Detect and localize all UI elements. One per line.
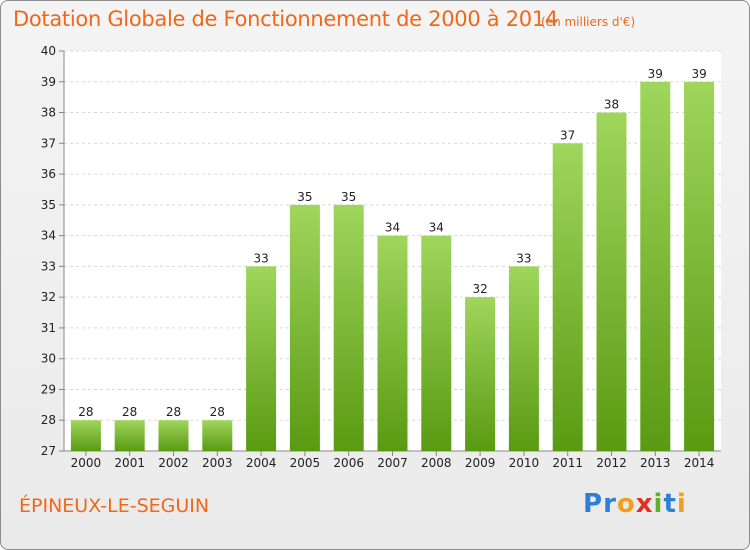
logo-letter: i [653,489,664,519]
bar-value-label: 35 [341,190,356,204]
logo-letter: r [603,489,617,519]
bar [596,112,627,452]
x-tick-label: 2013 [640,456,671,470]
chart-subtitle: (en milliers d'€) [541,15,636,29]
bar [114,420,145,451]
logo-letter: o [616,489,636,519]
x-tick-label: 2005 [290,456,321,470]
bar [377,235,408,451]
bar [421,235,452,451]
x-tick-label: 2002 [158,456,189,470]
bar [158,420,189,451]
y-tick-label: 36 [41,167,56,181]
y-tick-label: 37 [41,136,56,150]
bar-value-label: 28 [122,405,137,419]
x-tick-label: 2011 [552,456,583,470]
y-tick-label: 30 [41,352,56,366]
commune-name: ÉPINEUX-LE-SEGUIN [19,495,210,517]
bar [684,81,715,452]
bar-value-label: 39 [648,67,663,81]
y-tick-label: 33 [41,259,56,273]
bar-value-label: 28 [166,405,181,419]
x-tick-label: 2012 [596,456,627,470]
x-tick-label: 2003 [202,456,233,470]
bar-value-label: 33 [253,251,268,265]
bar [508,266,539,451]
logo-letter: i [676,489,687,519]
bar-value-label: 34 [429,221,444,235]
y-tick-label: 35 [41,198,56,212]
x-tick-label: 2007 [377,456,408,470]
y-tick-label: 31 [41,321,56,335]
y-tick-label: 40 [41,44,56,58]
y-tick-label: 28 [41,413,56,427]
bar [640,81,671,452]
bar-value-label: 37 [560,128,575,142]
y-tick-label: 29 [41,382,56,396]
y-tick-label: 38 [41,106,56,120]
x-tick-label: 2006 [333,456,364,470]
bar [465,297,496,451]
logo-letter: x [635,489,654,519]
x-tick-label: 2014 [684,456,715,470]
y-tick-label: 34 [41,229,56,243]
bar-value-label: 28 [210,405,225,419]
bar-value-label: 33 [516,251,531,265]
x-tick-label: 2009 [465,456,496,470]
bar [333,204,364,451]
chart-title: Dotation Globale de Fonctionnement de 20… [13,7,558,31]
bar-value-label: 34 [385,221,400,235]
y-tick-label: 27 [41,444,56,458]
bar-value-label: 38 [604,98,619,112]
logo-letter: P [583,489,604,519]
x-tick-label: 2008 [421,456,452,470]
y-tick-label: 39 [41,75,56,89]
bar [246,266,277,451]
y-tick-label: 32 [41,290,56,304]
x-tick-label: 2010 [509,456,540,470]
bar [202,420,233,451]
bar-value-label: 32 [472,282,487,296]
x-tick-label: 2000 [71,456,102,470]
bar-value-label: 39 [691,67,706,81]
x-tick-label: 2004 [246,456,277,470]
bar [289,204,320,451]
bar [70,420,101,451]
proxiti-logo[interactable]: Proxiti [583,489,687,519]
bar-value-label: 28 [78,405,93,419]
x-tick-label: 2001 [114,456,145,470]
logo-letter: t [663,489,677,519]
bar-value-label: 35 [297,190,312,204]
bar [552,143,583,452]
